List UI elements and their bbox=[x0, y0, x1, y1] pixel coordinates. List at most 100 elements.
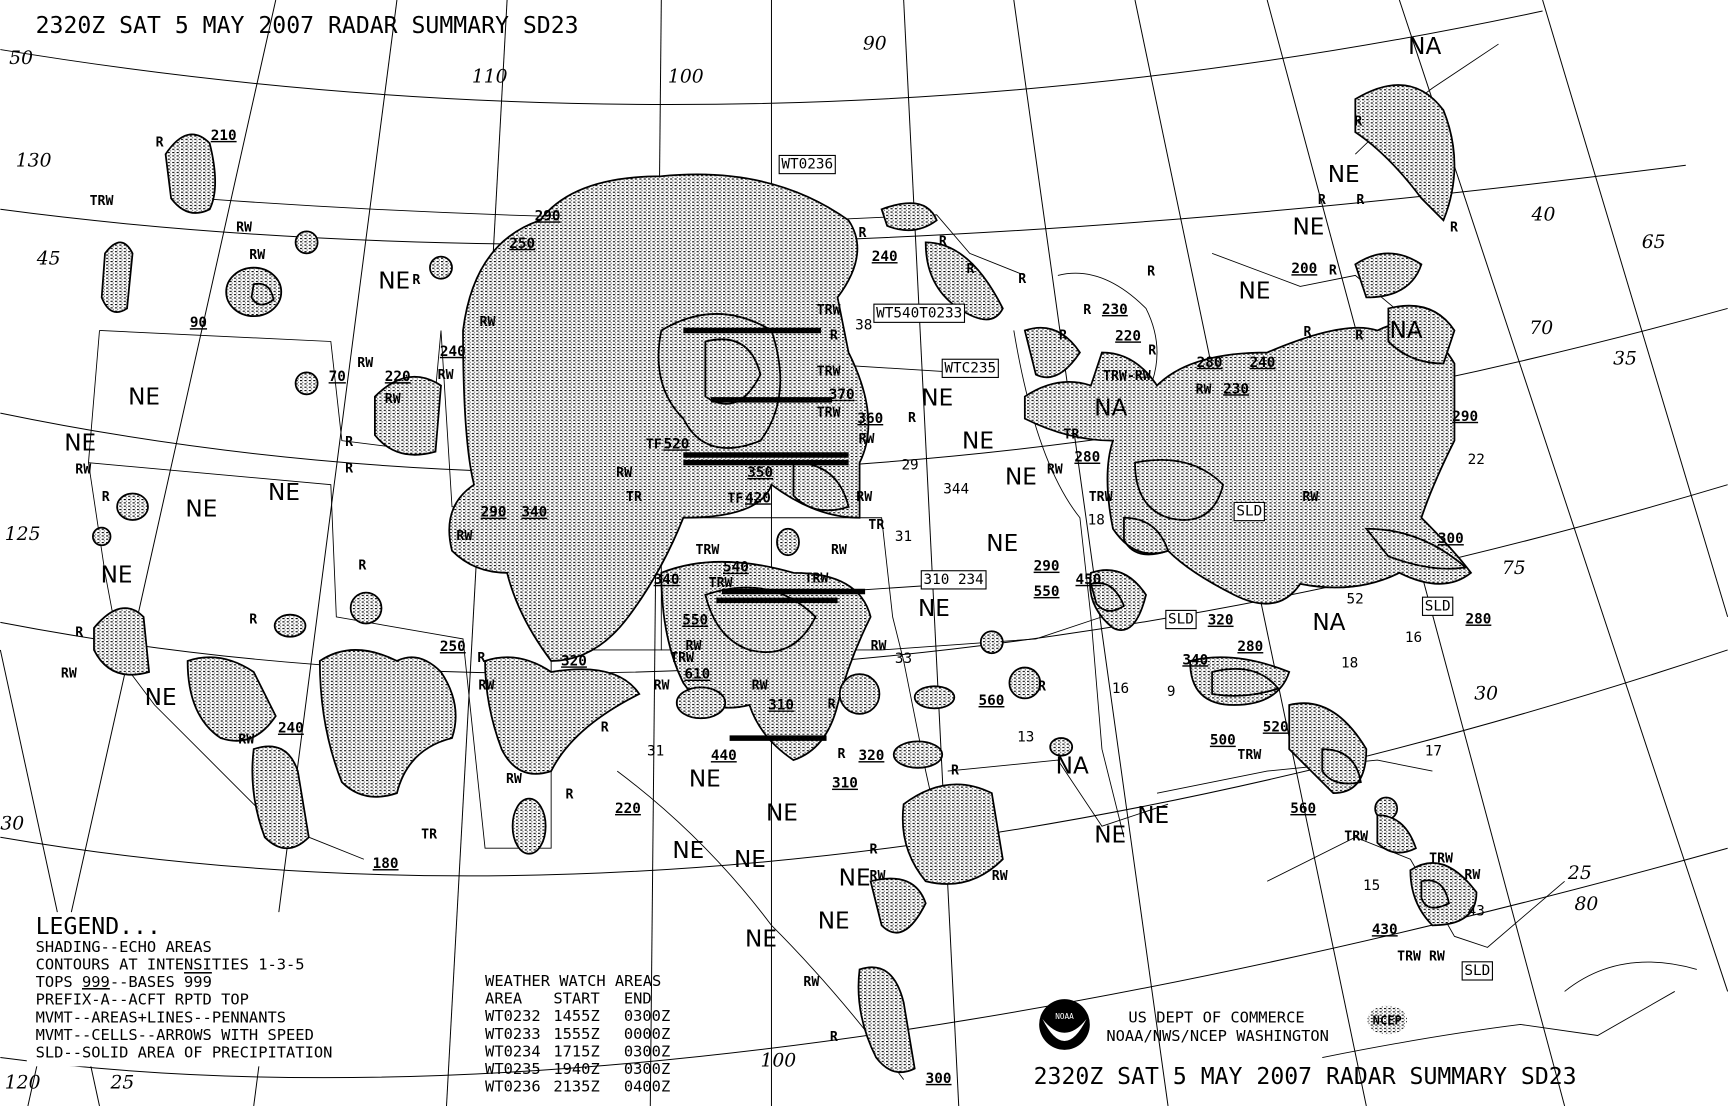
precip-type: TRW bbox=[709, 576, 733, 591]
precip-type: R bbox=[828, 697, 836, 712]
precip-type: RW bbox=[1464, 868, 1480, 883]
boxed-label-frame bbox=[920, 570, 987, 590]
region-label: NE bbox=[734, 847, 766, 873]
grid-label: 125 bbox=[5, 524, 41, 545]
boxed-label: 310 234 bbox=[923, 572, 983, 588]
watch-col-area: AREA bbox=[485, 990, 522, 1008]
precip-type: TRW bbox=[670, 651, 694, 666]
echo-top: 520 bbox=[664, 436, 690, 452]
precip-type: R bbox=[1038, 680, 1046, 695]
echo-top: 550 bbox=[682, 613, 708, 629]
region-label: NE bbox=[128, 384, 160, 410]
echo-top: 240 bbox=[872, 249, 898, 265]
legend-line: SLD--SOLID AREA OF PRECIPITATION bbox=[36, 1044, 333, 1062]
precip-type: RW bbox=[1047, 463, 1063, 478]
echo-top: 290 bbox=[1034, 559, 1060, 575]
watch-cell: WT0234 bbox=[485, 1042, 541, 1060]
boxed-label: SLD bbox=[1168, 612, 1194, 628]
cell-speed: 31 bbox=[647, 744, 664, 760]
cell-speed: 18 bbox=[1088, 512, 1105, 528]
precip-type: R bbox=[951, 763, 959, 778]
watch-cell: 1715Z bbox=[553, 1042, 599, 1060]
echo-top: 70 bbox=[329, 369, 346, 385]
precip-type: R bbox=[102, 490, 110, 505]
watch-cell: 1555Z bbox=[553, 1025, 599, 1043]
noaa-logo: NOAA bbox=[1039, 999, 1090, 1050]
echo-top: 450 bbox=[1076, 572, 1102, 588]
echo-top: 340 bbox=[521, 505, 547, 521]
precip-type: RW bbox=[438, 368, 454, 383]
watch-cell: 0300Z bbox=[624, 1042, 670, 1060]
echo-top: 300 bbox=[926, 1071, 952, 1087]
region-label: NE bbox=[766, 801, 798, 827]
grid-label: 40 bbox=[1531, 204, 1556, 225]
precip-type: TRW RW bbox=[1397, 950, 1445, 965]
precip-type: R bbox=[1083, 303, 1091, 318]
watch-cell: 1455Z bbox=[553, 1007, 599, 1025]
watch-cell: 0400Z bbox=[624, 1078, 670, 1096]
echo-top: 280 bbox=[1197, 355, 1223, 371]
precip-type: TRW bbox=[90, 194, 114, 209]
precip-type: R bbox=[838, 747, 846, 762]
grid-label: 70 bbox=[1529, 318, 1553, 339]
echo-top: 280 bbox=[1465, 612, 1491, 628]
region-label: NE bbox=[921, 385, 953, 411]
precip-type: TF bbox=[727, 491, 743, 506]
watch-cell: 0300Z bbox=[624, 1007, 670, 1025]
echo-top: 180 bbox=[373, 856, 399, 872]
precip-type: RW bbox=[480, 315, 496, 330]
region-label: NE bbox=[839, 866, 871, 892]
region-label: NE bbox=[986, 531, 1018, 557]
cell-speed: 31 bbox=[895, 529, 912, 545]
precip-type: TRW-RW bbox=[1103, 369, 1151, 384]
region-label: NE bbox=[268, 480, 300, 506]
region-label: NE bbox=[1239, 279, 1271, 305]
region-label: NE bbox=[1005, 465, 1037, 491]
echo-top: 610 bbox=[684, 667, 710, 683]
echo-top: 340 bbox=[1182, 652, 1208, 668]
region-label: NA bbox=[1056, 753, 1089, 779]
precip-type: R bbox=[75, 626, 83, 641]
boxed-label-frame bbox=[1165, 609, 1197, 630]
agency-line-2: NOAA/NWS/NCEP WASHINGTON bbox=[1106, 1027, 1329, 1045]
echo-top: 290 bbox=[535, 208, 561, 224]
region-label: NA bbox=[1389, 318, 1422, 344]
watch-cell: WT0233 bbox=[485, 1025, 541, 1043]
precip-type: RW bbox=[992, 869, 1008, 884]
echo-top: 230 bbox=[1223, 381, 1249, 397]
footer: NOAA US DEPT OF COMMERCE NOAA/NWS/NCEP W… bbox=[1034, 999, 1577, 1090]
precip-type: TRW bbox=[817, 365, 841, 380]
precip-type: R bbox=[830, 1030, 838, 1045]
precip-type: R bbox=[477, 651, 485, 666]
precip-type: R bbox=[1304, 325, 1312, 340]
region-label: NE bbox=[689, 767, 721, 793]
grid-label: 80 bbox=[1575, 894, 1599, 915]
precip-type: R bbox=[1147, 264, 1155, 279]
region-label: NE bbox=[1293, 215, 1325, 241]
echo-top: 220 bbox=[1115, 328, 1141, 344]
echo-top: 90 bbox=[190, 315, 207, 331]
precip-type: R bbox=[858, 226, 866, 241]
weather-watch-table: WEATHER WATCH AREAS AREA START END WT023… bbox=[485, 972, 670, 1096]
svg-text:NOAA: NOAA bbox=[1055, 1012, 1074, 1021]
boxed-label: WT540T0233 bbox=[876, 305, 962, 321]
region-label: NE bbox=[1328, 162, 1360, 188]
echo-top: 200 bbox=[1291, 261, 1317, 277]
boxed-label-frame bbox=[941, 358, 999, 378]
region-label: NE bbox=[101, 563, 133, 589]
echo-top: 550 bbox=[1034, 584, 1060, 600]
precip-type: R bbox=[1355, 328, 1363, 343]
grid-label: 45 bbox=[36, 248, 61, 269]
cell-speed: 16 bbox=[1112, 681, 1129, 697]
region-label: NE bbox=[1094, 823, 1126, 849]
echo-top: 370 bbox=[829, 387, 855, 403]
echo-top: 320 bbox=[561, 653, 587, 669]
cell-speed: 344 bbox=[943, 482, 969, 498]
cell-speed: 43 bbox=[1468, 903, 1485, 919]
legend: LEGEND... SHADING--ECHO AREAS CONTOURS A… bbox=[26, 912, 369, 1067]
echo-top: 240 bbox=[1250, 355, 1276, 371]
grid-label: 35 bbox=[1613, 349, 1637, 370]
watch-heading: WEATHER WATCH AREAS bbox=[485, 972, 661, 990]
echo-top: 290 bbox=[1452, 409, 1478, 425]
